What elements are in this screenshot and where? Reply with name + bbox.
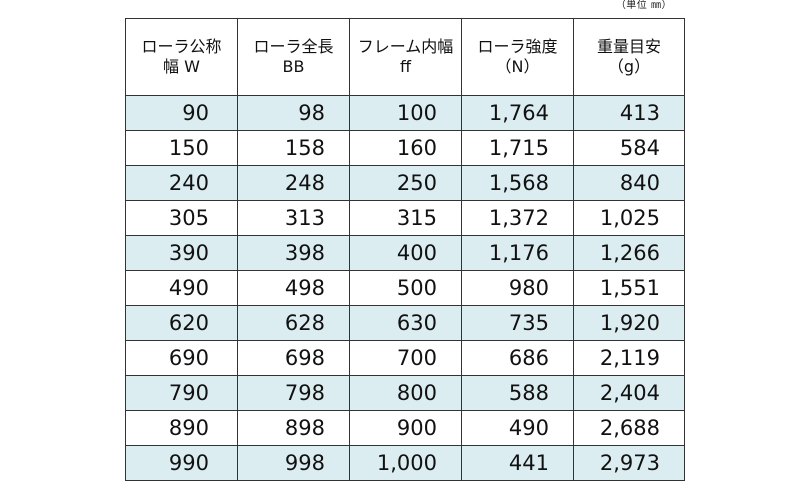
header-label: ローラ公称	[141, 37, 222, 56]
cell-roller-strength: 441	[461, 445, 574, 481]
cell-roller-width: 990	[125, 445, 238, 481]
table-row: 990 998 1,000 441 2,973	[125, 445, 685, 481]
cell-frame-width: 1,000	[349, 445, 462, 481]
unit-note: （単位 ㎜）	[615, 0, 672, 11]
cell-roller-length: 698	[237, 340, 350, 376]
cell-roller-length: 313	[237, 200, 350, 236]
table-row: 305 313 315 1,372 1,025	[125, 200, 685, 236]
cell-weight: 1,266	[573, 235, 685, 271]
header-sublabel: （g）	[607, 57, 651, 76]
cell-weight: 1,920	[573, 305, 685, 341]
cell-frame-width: 315	[349, 200, 462, 236]
cell-roller-length: 398	[237, 235, 350, 271]
cell-weight: 2,119	[573, 340, 685, 376]
header-frame-width: フレーム内幅 ff	[349, 18, 462, 96]
cell-roller-width: 690	[125, 340, 238, 376]
header-sublabel: BB	[282, 57, 305, 76]
cell-frame-width: 900	[349, 410, 462, 446]
table-row: 90 98 100 1,764 413	[125, 95, 685, 131]
header-sublabel: （N）	[495, 57, 540, 76]
cell-frame-width: 630	[349, 305, 462, 341]
cell-roller-width: 790	[125, 375, 238, 411]
cell-roller-length: 998	[237, 445, 350, 481]
table-row: 390 398 400 1,176 1,266	[125, 235, 685, 271]
cell-roller-width: 620	[125, 305, 238, 341]
table-row: 490 498 500 980 1,551	[125, 270, 685, 306]
table-row: 690 698 700 686 2,119	[125, 340, 685, 376]
cell-roller-strength: 1,715	[461, 130, 574, 166]
cell-weight: 1,025	[573, 200, 685, 236]
cell-roller-width: 490	[125, 270, 238, 306]
header-label: 重量目安	[596, 37, 661, 56]
cell-frame-width: 800	[349, 375, 462, 411]
cell-roller-width: 150	[125, 130, 238, 166]
cell-roller-width: 305	[125, 200, 238, 236]
cell-roller-strength: 1,764	[461, 95, 574, 131]
header-label: フレーム内幅	[357, 37, 454, 56]
cell-roller-length: 248	[237, 165, 350, 201]
table-row: 240 248 250 1,568 840	[125, 165, 685, 201]
cell-roller-strength: 735	[461, 305, 574, 341]
cell-frame-width: 500	[349, 270, 462, 306]
cell-roller-strength: 588	[461, 375, 574, 411]
cell-roller-strength: 1,372	[461, 200, 574, 236]
cell-frame-width: 700	[349, 340, 462, 376]
cell-roller-strength: 1,176	[461, 235, 574, 271]
cell-roller-width: 90	[125, 95, 238, 131]
cell-roller-strength: 980	[461, 270, 574, 306]
cell-roller-width: 390	[125, 235, 238, 271]
cell-weight: 2,404	[573, 375, 685, 411]
header-label: ローラ全長	[253, 37, 334, 56]
cell-roller-length: 628	[237, 305, 350, 341]
cell-frame-width: 100	[349, 95, 462, 131]
header-sublabel: 幅 W	[163, 57, 200, 76]
cell-frame-width: 160	[349, 130, 462, 166]
table-body: 90 98 100 1,764 413 150 158 160 1,715 584 240 248 25…	[125, 95, 685, 481]
cell-weight: 584	[573, 130, 685, 166]
header-weight: 重量目安 （g）	[573, 18, 685, 96]
cell-roller-length: 798	[237, 375, 350, 411]
cell-weight: 1,551	[573, 270, 685, 306]
cell-weight: 2,973	[573, 445, 685, 481]
header-roller-strength: ローラ強度 （N）	[461, 18, 574, 96]
cell-weight: 413	[573, 95, 685, 131]
header-sublabel: ff	[399, 57, 412, 76]
cell-roller-strength: 686	[461, 340, 574, 376]
header-label: ローラ強度	[477, 37, 558, 56]
table-row: 790 798 800 588 2,404	[125, 375, 685, 411]
header-roller-length: ローラ全長 BB	[237, 18, 350, 96]
table-row: 890 898 900 490 2,688	[125, 410, 685, 446]
header-roller-width: ローラ公称 幅 W	[125, 18, 238, 96]
table-row: 620 628 630 735 1,920	[125, 305, 685, 341]
cell-roller-width: 240	[125, 165, 238, 201]
cell-weight: 840	[573, 165, 685, 201]
cell-roller-length: 158	[237, 130, 350, 166]
cell-frame-width: 400	[349, 235, 462, 271]
cell-roller-length: 898	[237, 410, 350, 446]
table-row: 150 158 160 1,715 584	[125, 130, 685, 166]
table-header-row: ローラ公称 幅 W ローラ全長 BB フレーム内幅 ff ローラ強度 （N） 重…	[125, 18, 685, 96]
cell-weight: 2,688	[573, 410, 685, 446]
cell-roller-length: 98	[237, 95, 350, 131]
cell-roller-strength: 490	[461, 410, 574, 446]
roller-spec-table: ローラ公称 幅 W ローラ全長 BB フレーム内幅 ff ローラ強度 （N） 重…	[125, 18, 685, 481]
cell-roller-width: 890	[125, 410, 238, 446]
cell-roller-strength: 1,568	[461, 165, 574, 201]
cell-frame-width: 250	[349, 165, 462, 201]
cell-roller-length: 498	[237, 270, 350, 306]
